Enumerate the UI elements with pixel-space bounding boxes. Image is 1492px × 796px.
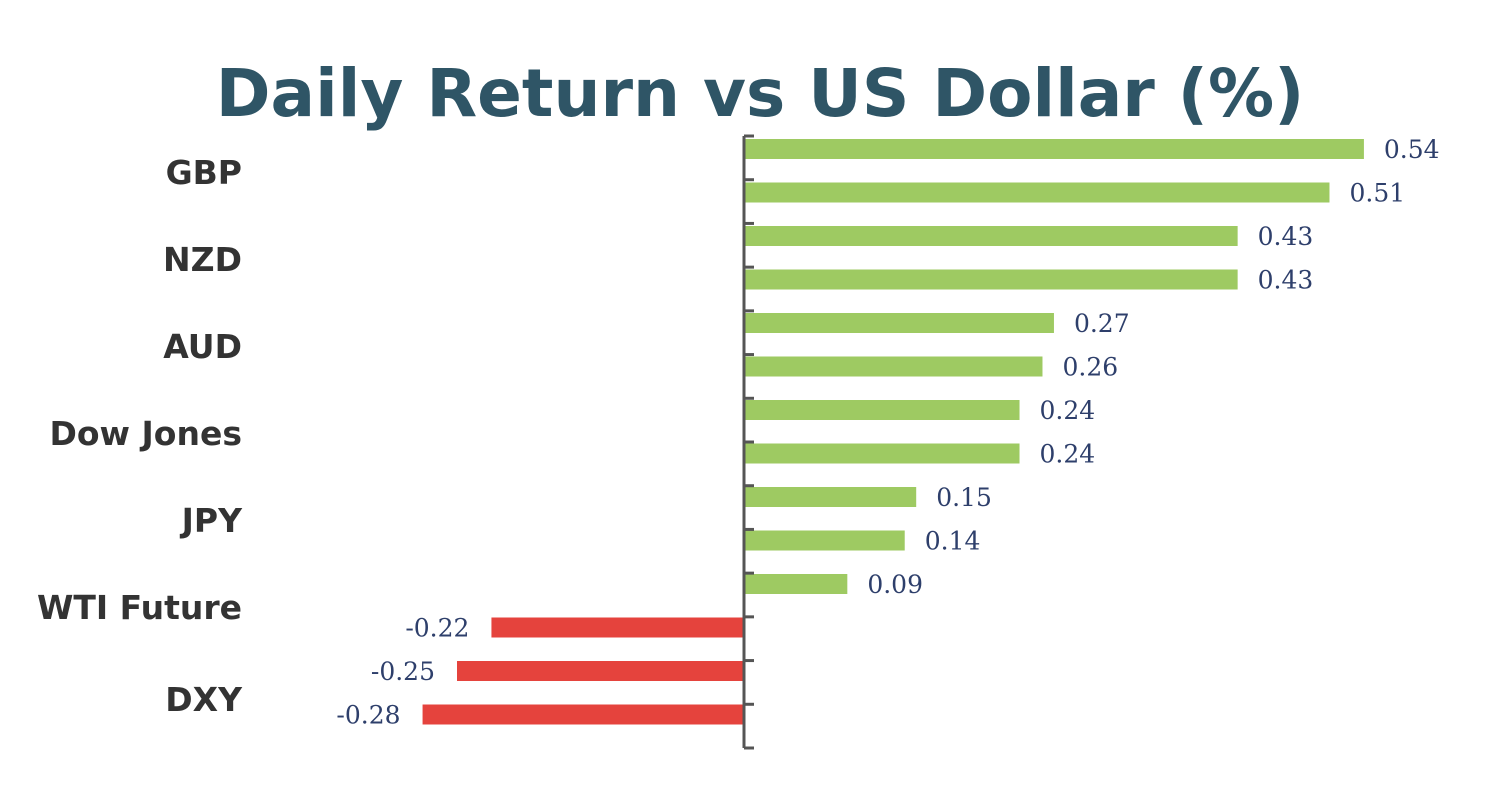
- category-label-5: WTI Future: [37, 588, 242, 627]
- value-label-2: 0.43: [1258, 222, 1314, 251]
- value-label-6: 0.24: [1040, 396, 1096, 425]
- bar-7: [744, 443, 1020, 464]
- value-label-9: 0.14: [925, 527, 981, 556]
- value-label-3: 0.43: [1258, 266, 1314, 295]
- bar-12: [457, 661, 744, 681]
- value-label-5: 0.26: [1062, 353, 1118, 382]
- category-label-6: DXY: [165, 680, 243, 719]
- value-label-12: -0.25: [371, 657, 435, 686]
- value-label-7: 0.24: [1040, 440, 1096, 469]
- bar-9: [744, 530, 905, 551]
- bar-10: [744, 574, 848, 594]
- bar-6: [744, 400, 1020, 420]
- value-label-8: 0.15: [936, 483, 992, 512]
- value-label-4: 0.27: [1074, 309, 1130, 338]
- category-label-2: AUD: [163, 327, 242, 366]
- value-label-1: 0.51: [1349, 179, 1405, 208]
- bar-4: [744, 313, 1054, 333]
- bar-8: [744, 487, 917, 507]
- category-label-3: Dow Jones: [49, 414, 242, 453]
- category-label-0: GBP: [166, 153, 242, 192]
- value-label-13: -0.28: [336, 701, 400, 730]
- y-axis: [742, 134, 754, 750]
- bar-0: [744, 139, 1364, 159]
- bar-13: [422, 704, 744, 725]
- category-label-1: NZD: [163, 240, 242, 279]
- chart-title: Daily Return vs US Dollar (%): [216, 55, 1304, 132]
- bar-3: [744, 269, 1238, 290]
- value-label-11: -0.22: [405, 614, 469, 643]
- category-labels: GBP NZD AUD Dow Jones JPY WTI Future DXY: [37, 153, 243, 719]
- category-label-4: JPY: [180, 501, 243, 540]
- bar-2: [744, 226, 1238, 246]
- bar-11: [491, 617, 744, 638]
- value-labels: 0.54 0.51 0.43 0.43 0.27 0.26 0.24 0.24 0.15 0.14…: [336, 135, 1439, 730]
- bar-1: [744, 182, 1330, 203]
- bars: [422, 139, 1364, 725]
- value-label-10: 0.09: [867, 570, 923, 599]
- bar-5: [744, 356, 1043, 377]
- value-label-0: 0.54: [1384, 135, 1440, 164]
